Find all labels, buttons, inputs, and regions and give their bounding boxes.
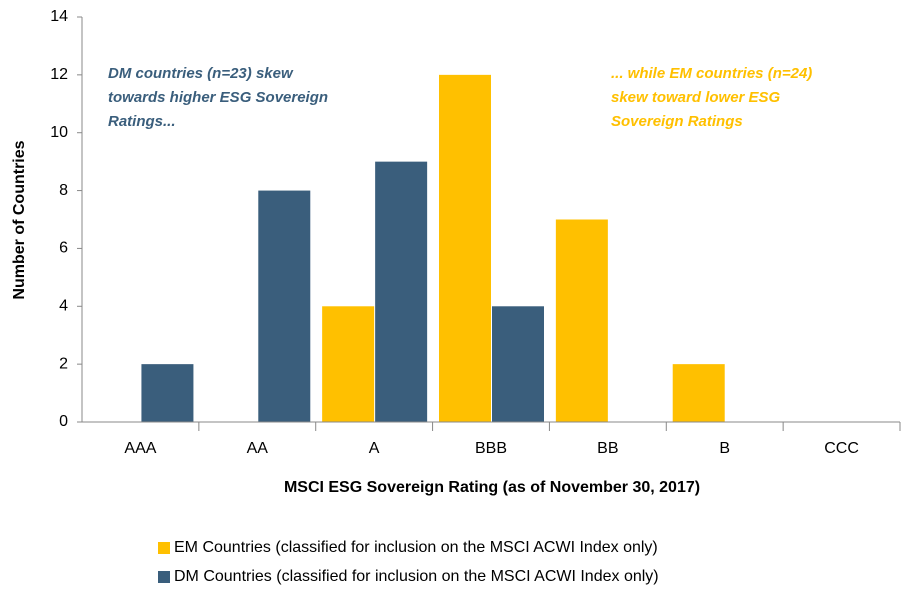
bar [439,74,491,422]
y-tick-label: 8 [59,182,68,199]
x-tick-label: AAA [124,440,156,457]
x-tick-label: BBB [475,440,507,457]
y-tick-label: 12 [50,66,68,83]
bar [375,161,428,422]
bar [141,364,194,422]
legend-label: EM Countries (classified for inclusion o… [174,539,658,556]
annotation: towards higher ESG Sovereign [108,89,328,106]
annotation: skew toward lower ESG [611,89,781,106]
bar [322,306,375,422]
y-axis-label: Number of Countries [11,140,28,299]
legend-swatch [158,571,170,583]
annotation: Ratings... [108,113,176,130]
bar [258,190,311,422]
x-axis-label: MSCI ESG Sovereign Rating (as of Novembe… [284,479,700,496]
bar [555,219,608,422]
annotation: ... while EM countries (n=24) [611,65,812,82]
annotation: DM countries (n=23) skew [108,65,294,82]
y-tick-label: 0 [59,413,68,430]
bar [492,306,544,422]
x-tick-label: CCC [824,440,859,457]
annotation: Sovereign Ratings [611,113,743,130]
y-tick-label: 4 [59,298,68,315]
legend-label: DM Countries (classified for inclusion o… [174,568,659,585]
y-tick-label: 6 [59,240,68,257]
x-tick-label: B [719,440,730,457]
legend-swatch [158,542,170,554]
bar [672,364,725,422]
x-tick-label: AA [247,440,269,457]
x-tick-label: A [369,440,380,457]
y-tick-label: 2 [59,355,68,372]
y-tick-label: 14 [50,8,68,25]
x-tick-label: BB [597,440,618,457]
y-tick-label: 10 [50,124,68,141]
